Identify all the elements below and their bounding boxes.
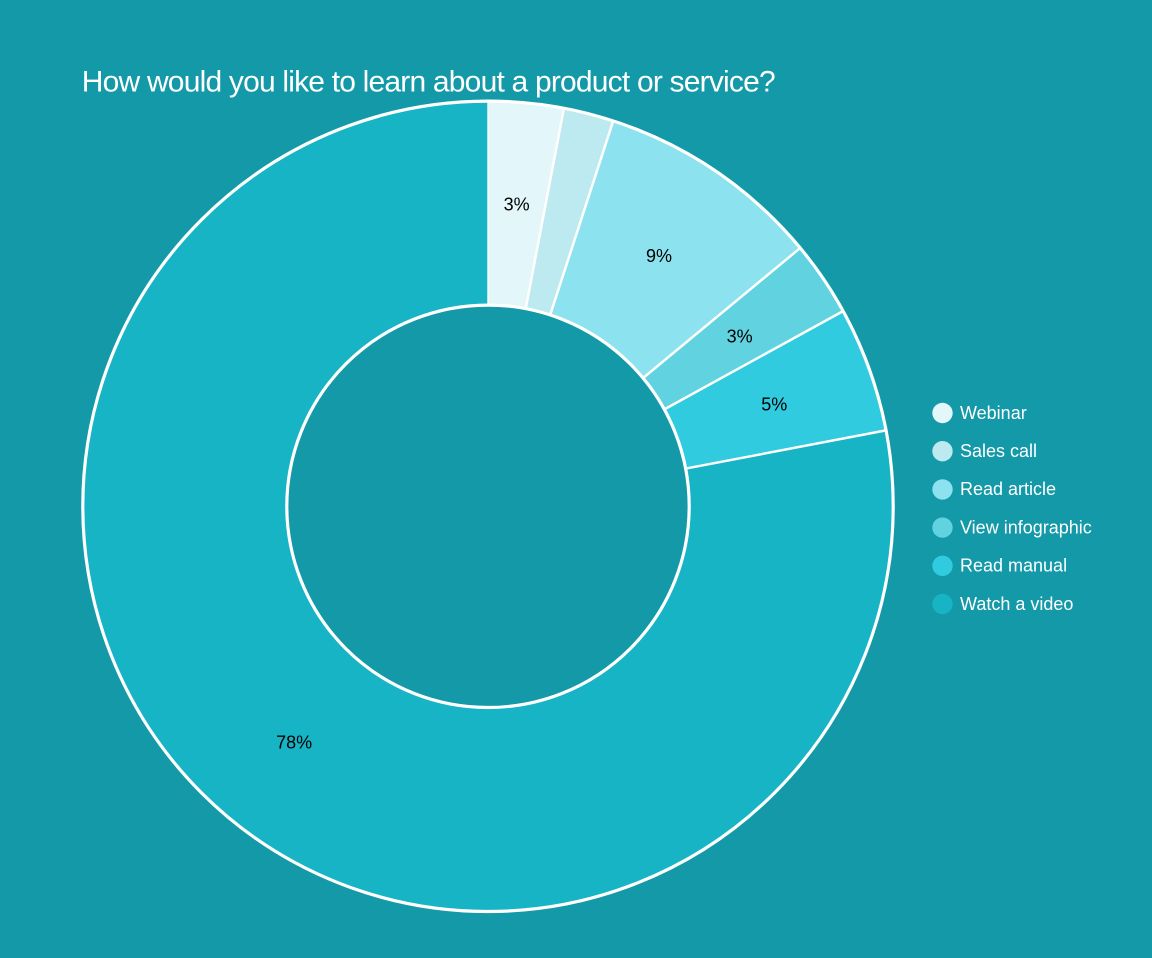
svg-text:How would you like to learn ab: How would you like to learn about a prod… bbox=[82, 65, 775, 98]
svg-text:9%: 9% bbox=[646, 246, 672, 266]
svg-text:Watch a video: Watch a video bbox=[960, 594, 1073, 614]
svg-text:3%: 3% bbox=[504, 195, 530, 215]
svg-text:Sales call: Sales call bbox=[960, 441, 1037, 461]
svg-text:78%: 78% bbox=[276, 732, 312, 752]
svg-text:5%: 5% bbox=[761, 394, 787, 414]
svg-text:Read manual: Read manual bbox=[960, 556, 1067, 576]
svg-text:Read article: Read article bbox=[960, 479, 1056, 499]
svg-text:3%: 3% bbox=[727, 326, 753, 346]
svg-text:View infographic: View infographic bbox=[960, 517, 1092, 537]
svg-text:Webinar: Webinar bbox=[960, 403, 1027, 423]
